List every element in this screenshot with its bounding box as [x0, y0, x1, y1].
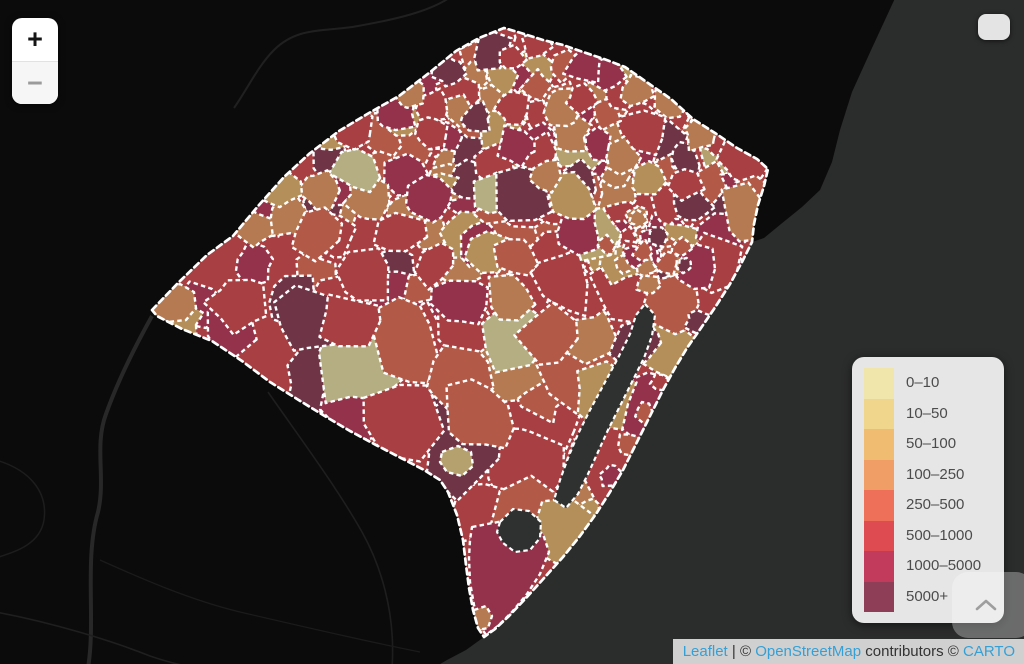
legend-row: 1000–5000 [864, 551, 994, 582]
legend-label: 500–1000 [906, 526, 973, 544]
basemap-lines [0, 0, 448, 664]
attribution-bar: Leaflet | © OpenStreetMap contributors ©… [672, 639, 1024, 664]
legend-swatch [864, 398, 894, 429]
legend-row: 50–100 [864, 429, 994, 460]
leaflet-link[interactable]: Leaflet [682, 643, 728, 660]
state-border [150, 26, 770, 639]
legend-label: 10–50 [906, 404, 948, 422]
legend-label: 0–10 [906, 374, 940, 391]
legend-label: 5000+ [906, 587, 949, 605]
attribution-contributors: contributors © [861, 643, 964, 660]
legend-swatch [864, 368, 894, 399]
zoom-control: + − [12, 18, 58, 104]
legend-swatch [864, 581, 894, 612]
chevron-up-icon [975, 599, 997, 611]
osm-link[interactable]: OpenStreetMap [755, 643, 862, 660]
layers-control-button[interactable] [978, 14, 1010, 40]
legend-row: 100–250 [864, 459, 994, 490]
zoom-out-button[interactable]: − [12, 62, 58, 104]
legend-label: 1000–5000 [906, 557, 982, 574]
collapse-chevron-button[interactable] [952, 572, 1024, 638]
legend-swatch [864, 459, 894, 490]
legend-swatch [864, 429, 894, 460]
carto-link[interactable]: CARTO [963, 643, 1015, 660]
legend-swatch [864, 551, 894, 582]
legend-row: 10–50 [864, 398, 994, 429]
legend-label: 250–500 [906, 496, 965, 513]
legend-swatch [864, 520, 894, 551]
legend-row: 250–500 [864, 490, 994, 521]
legend-swatch [864, 490, 894, 521]
lagoon-mirim [495, 507, 543, 554]
legend-row: 5000+ [864, 581, 994, 612]
legend-label: 50–100 [906, 435, 957, 452]
legend-panel: 0–10 10–50 50–100 100–250 250–500 500–1000 100… [852, 357, 1004, 623]
legend-row: 0–10 [864, 368, 994, 399]
lagoon-patos [552, 302, 657, 510]
attribution-separator: | © [727, 643, 756, 660]
legend-row: 500–1000 [864, 520, 994, 551]
legend-label: 100–250 [906, 465, 965, 483]
zoom-in-button[interactable]: + [12, 18, 58, 62]
